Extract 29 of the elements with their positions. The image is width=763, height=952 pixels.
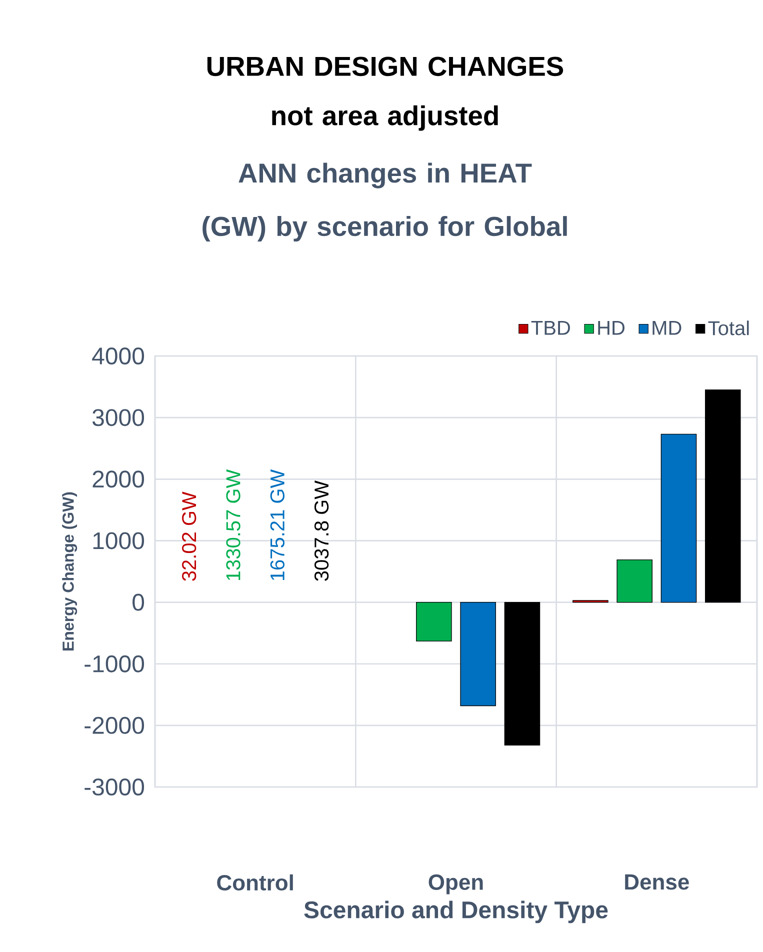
annotation: 3037.8 GW <box>314 480 329 581</box>
y-tick-label: 1000 <box>93 532 144 550</box>
x-tick-label: Dense <box>625 874 689 890</box>
y-tick-label: 0 <box>132 594 144 611</box>
chart-title: URBAN DESIGN CHANGES not area adjusted <box>207 56 564 131</box>
legend-label: TBD <box>531 320 570 335</box>
y-tick-label: 2000 <box>92 470 144 488</box>
annotation: 32.02 GW <box>182 492 196 581</box>
y-tick-label: -3000 <box>84 778 144 796</box>
legend-label: MD <box>652 320 682 335</box>
chart-subtitle: ANN changes in HEAT (GW) by scenario for Global <box>202 162 567 242</box>
bar <box>616 559 652 603</box>
y-tick-label: -2000 <box>84 716 144 734</box>
legend-label: Total <box>708 320 749 336</box>
x-tick-label: Open <box>428 874 483 894</box>
bar <box>460 602 496 706</box>
bar <box>660 434 697 603</box>
annotation: 1675.21 GW <box>270 469 284 580</box>
y-axis-title: Energy Change (GW) <box>62 492 78 650</box>
y-tick-label: 3000 <box>92 409 144 426</box>
annotation: 1330.57 GW <box>226 469 240 580</box>
bar <box>416 602 452 642</box>
bar <box>704 390 741 603</box>
x-axis-title: Scenario and Density Type <box>304 900 608 924</box>
legend-label: HD <box>598 320 624 335</box>
x-tick-label: Control <box>217 874 293 891</box>
y-tick-label: 4000 <box>92 348 144 365</box>
bar <box>504 602 540 746</box>
y-tick-label: -1000 <box>84 655 144 672</box>
